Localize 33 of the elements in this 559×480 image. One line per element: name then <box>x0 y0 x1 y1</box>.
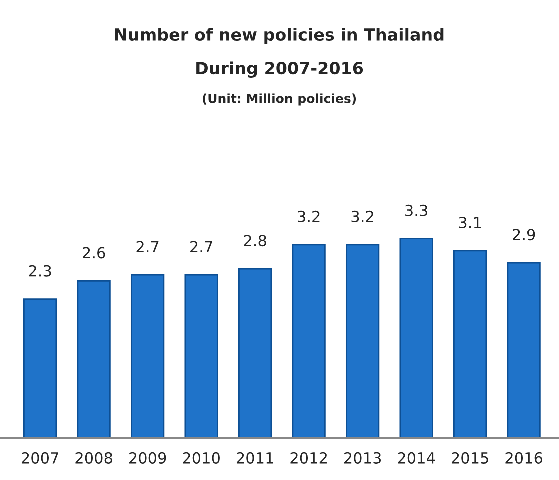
x-tick-label: 2016 <box>506 452 543 464</box>
data-label: 2.3 <box>29 265 52 277</box>
data-label: 3.2 <box>298 210 320 222</box>
text: (Unit: Million policies) <box>202 94 356 106</box>
bar <box>400 238 434 438</box>
chart-title: Number of new policies in Thailand <box>116 28 444 44</box>
data-label: 3.1 <box>459 216 482 229</box>
data-label: 2.8 <box>244 235 266 247</box>
data-label: 2.7 <box>136 241 159 252</box>
bar <box>238 268 272 438</box>
data-label: 3.2 <box>352 210 374 222</box>
x-tick-label: 2008 <box>76 452 112 464</box>
bar <box>130 274 165 438</box>
x-tick-label: 2011 <box>236 452 274 464</box>
data-label: 2.7 <box>190 241 212 252</box>
bar <box>453 250 488 438</box>
bar <box>184 274 218 438</box>
x-tick-label: 2010 <box>183 452 220 464</box>
x-tick-label: 2013 <box>344 452 382 464</box>
x-tick-label: 2007 <box>22 452 58 464</box>
bar <box>507 262 541 438</box>
bar <box>23 298 58 438</box>
x-tick-label: 2014 <box>398 452 436 464</box>
bar <box>77 280 111 438</box>
x-tick-label: 2015 <box>452 452 488 464</box>
x-tick-label: 2009 <box>129 452 166 464</box>
data-label: 3.3 <box>406 204 428 216</box>
bar <box>346 244 380 438</box>
data-label: 2.6 <box>83 247 106 259</box>
data-label: 2.9 <box>513 229 536 241</box>
x-tick-label: 2012 <box>290 452 327 464</box>
bar <box>292 244 326 438</box>
chart-subtitle: During 2007-2016 <box>196 62 364 78</box>
